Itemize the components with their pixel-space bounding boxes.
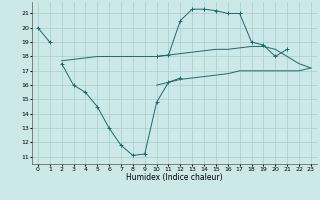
X-axis label: Humidex (Indice chaleur): Humidex (Indice chaleur) <box>126 173 223 182</box>
